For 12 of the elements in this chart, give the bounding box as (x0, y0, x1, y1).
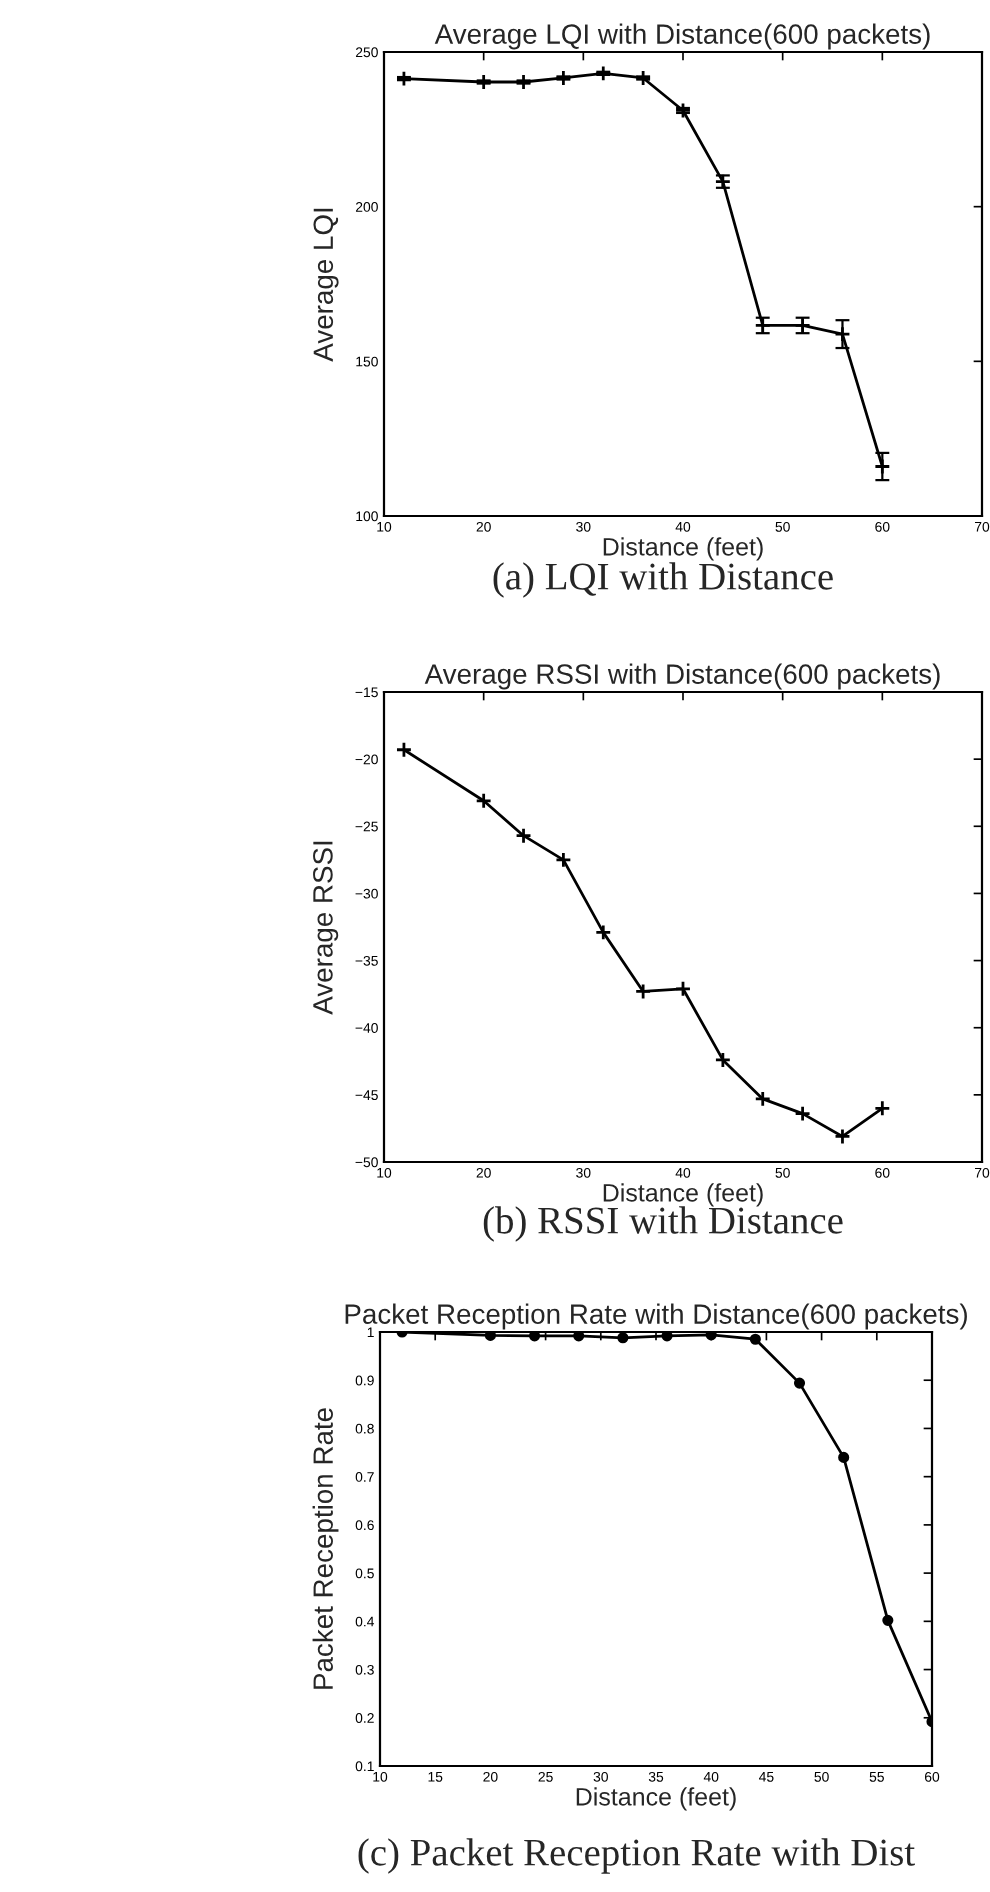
chart-title: Average LQI with Distance(600 packets) (434, 23, 930, 50)
text: (a) LQI with Distance (493, 562, 833, 598)
x-axis-title: Distance (feet) (576, 1787, 736, 1811)
y-axis-title: Average LQI (313, 208, 339, 362)
text: (b) RSSI with Distance (483, 1206, 843, 1242)
x-axis-title: Distance (feet) (603, 537, 763, 561)
y-axis-title: Average RSSI (313, 841, 339, 1015)
chart-title: Packet Reception Rate with Distance(600 packets) (345, 1303, 967, 1330)
x-axis-title: Distance (feet) (603, 1183, 763, 1207)
chart-title: Average RSSI with Distance(600 packets) (424, 663, 940, 690)
text: (c) Packet Reception Rate with Dist (358, 1838, 915, 1874)
y-axis-title: Packet Reception Rate (312, 1408, 339, 1689)
